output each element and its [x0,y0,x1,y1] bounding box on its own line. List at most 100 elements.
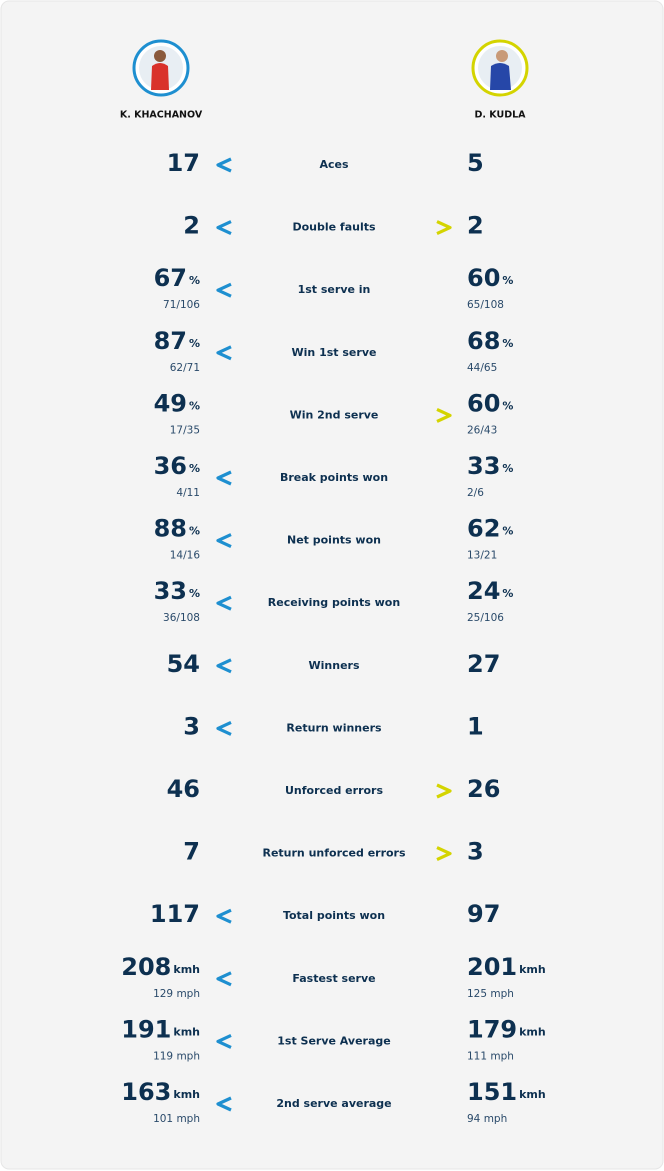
stat-sub: 2/6 [467,487,484,499]
value: 33 [154,577,187,605]
player-name: K. KHACHANOV [120,110,203,121]
left-arrow [216,1033,232,1049]
value: 97 [467,900,500,928]
stat-value: 88% [154,515,200,543]
value: 208 [121,953,171,981]
value: 201 [467,953,517,981]
stat-sub: 129 mph [153,988,200,1000]
unit: kmh [173,963,200,976]
value: 2 [183,212,200,240]
stat-sub: 119 mph [153,1050,200,1062]
stat-value: 24% [467,577,513,605]
stat-value: 27 [467,650,500,678]
avatar-right [471,39,529,97]
left-arrow [216,282,232,298]
stat-value: 3 [183,712,200,740]
value: 27 [467,650,500,678]
stat-value: 62% [467,515,513,543]
value: 3 [183,712,200,740]
stat-value: 33% [467,452,513,480]
right-arrow [436,407,452,423]
value: 151 [467,1078,517,1106]
stat-value: 68% [467,327,513,355]
stat-label: Win 1st serve [292,346,377,359]
value: 2 [467,212,484,240]
value: 33 [467,452,500,480]
value: 67 [154,264,187,292]
stat-label: Win 2nd serve [290,408,379,421]
unit: % [189,587,200,600]
unit: % [502,399,513,412]
stat-value: 191 kmh [121,1015,200,1043]
stat-label: Return winners [286,721,382,734]
stat-value: 5 [467,149,484,177]
unit: % [189,274,200,287]
stat-label: 1st Serve Average [277,1034,391,1047]
stat-sub: 111 mph [467,1050,514,1062]
stat-value: 54 [167,650,200,678]
left-arrow [216,220,232,236]
player-name: D. KUDLA [474,110,526,121]
left-arrow [216,157,232,173]
left-arrow [216,345,232,361]
stat-value: 87% [154,327,200,355]
unit: kmh [173,1088,200,1101]
value: 26 [467,775,500,803]
unit: kmh [519,1088,546,1101]
stat-sub: 13/21 [467,550,497,562]
stat-label: Unforced errors [285,784,384,797]
unit: % [502,525,513,538]
stat-sub: 125 mph [467,988,514,1000]
stat-label: Aces [319,158,348,171]
stat-value: 36% [154,452,200,480]
unit: % [189,399,200,412]
value: 17 [167,149,200,177]
stat-label: Receiving points won [268,596,400,609]
value: 87 [154,327,187,355]
stat-sub: 14/16 [170,550,201,562]
stat-sub: 44/65 [467,362,497,374]
unit: % [502,587,513,600]
stat-value: 49% [154,389,200,417]
stat-sub: 71/106 [163,299,200,311]
stat-value: 33% [154,577,200,605]
stat-value: 151 kmh [467,1078,546,1106]
left-arrow [216,971,232,987]
stat-sub: 94 mph [467,1113,507,1125]
stat-sub: 25/106 [467,612,504,624]
unit: % [502,462,513,475]
left-arrow [216,595,232,611]
stat-value: 60% [467,264,513,292]
stat-label: 2nd serve average [276,1097,391,1110]
unit: kmh [519,963,546,976]
stat-label: Break points won [280,471,388,484]
left-arrow [216,470,232,486]
stat-label: Winners [309,659,360,672]
right-arrow [436,220,452,236]
stat-value: 46 [167,775,200,803]
avatar-left [132,39,190,97]
value: 36 [154,452,187,480]
right-arrow [436,846,452,862]
unit: % [189,337,200,350]
unit: % [189,462,200,475]
value: 60 [467,264,500,292]
value: 179 [467,1015,517,1043]
right-arrow [436,783,452,799]
stat-sub: 26/43 [467,424,497,436]
value: 46 [167,775,200,803]
stat-value: 17 [167,149,200,177]
left-arrow [216,908,232,924]
unit: % [502,337,513,350]
value: 7 [183,838,200,866]
value: 88 [154,515,187,543]
value: 1 [467,712,484,740]
value: 62 [467,515,500,543]
stat-sub: 17/35 [170,424,200,436]
left-arrow [216,533,232,549]
value: 163 [121,1078,171,1106]
unit: kmh [519,1025,546,1038]
stat-label: Total points won [283,909,385,922]
value: 5 [467,149,484,177]
